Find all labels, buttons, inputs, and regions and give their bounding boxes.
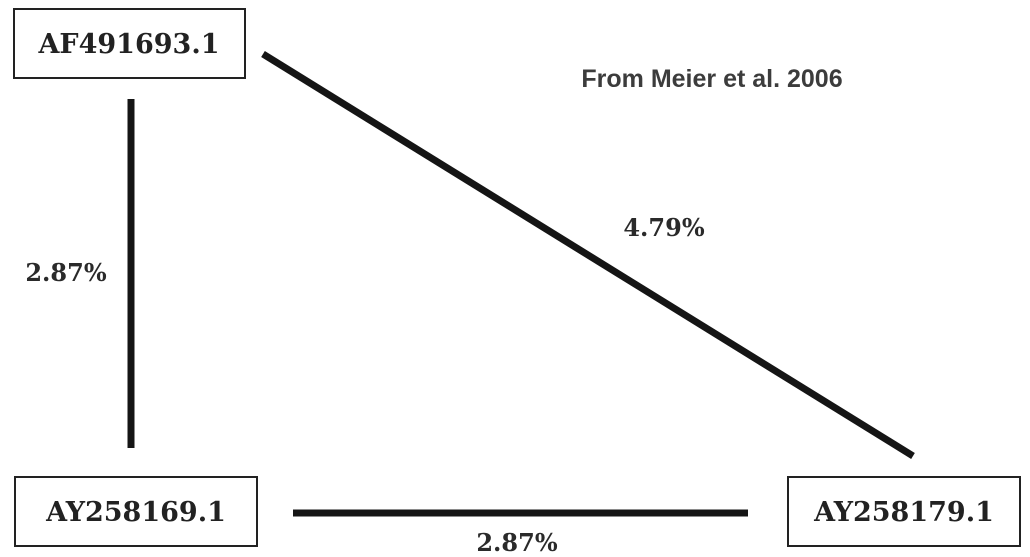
edge-label-diagonal: 4.79%: [623, 213, 704, 242]
node-af491693: AF491693.1: [13, 8, 246, 79]
node-label-ay258169: AY258169.1: [45, 497, 226, 528]
node-box-ay258179: [787, 476, 1021, 547]
node-ay258169: AY258169.1: [14, 476, 258, 547]
edge-line-diagonal: [261, 51, 915, 459]
edge-label-left-vertical: 2.87%: [25, 258, 106, 287]
node-box-af491693: [13, 8, 246, 79]
node-box-ay258169: [14, 476, 258, 547]
node-label-af491693: AF491693.1: [37, 29, 219, 60]
edge-label-bottom-horizontal: 2.87%: [476, 528, 557, 557]
node-ay258179: AY258179.1: [787, 476, 1021, 547]
node-label-ay258179: AY258179.1: [813, 497, 994, 528]
source-note: From Meier et al. 2006: [581, 65, 842, 93]
